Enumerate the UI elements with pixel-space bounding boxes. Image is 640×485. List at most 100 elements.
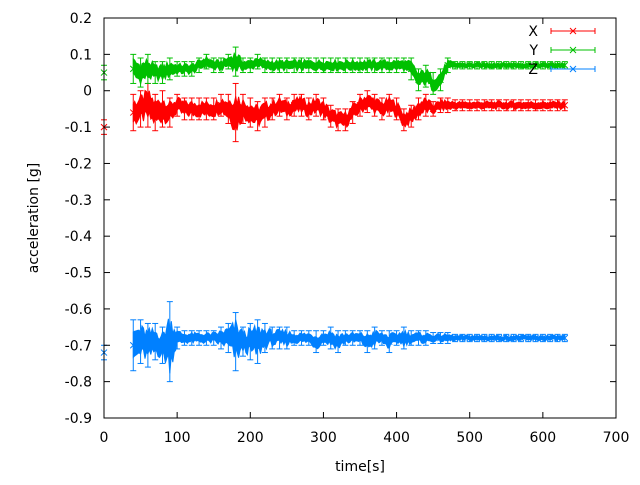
- legend-marker: [569, 27, 577, 35]
- error-bar: [393, 97, 400, 121]
- error-bar: [451, 333, 459, 343]
- data-point: [166, 338, 174, 345]
- error-bar: [181, 61, 188, 77]
- data-point: [210, 61, 218, 69]
- error-bar: [400, 57, 408, 74]
- data-point: [290, 61, 298, 69]
- data-point: [129, 65, 137, 73]
- data-point: [524, 61, 532, 69]
- error-bar: [312, 330, 320, 354]
- error-bar: [363, 57, 371, 74]
- error-bar: [173, 326, 181, 350]
- error-bar: [488, 333, 496, 343]
- error-bar: [415, 97, 422, 121]
- data-point: [517, 61, 525, 69]
- error-bar: [290, 93, 298, 117]
- data-point: [495, 61, 503, 69]
- error-bar: [385, 330, 393, 354]
- error-bar: [210, 57, 218, 74]
- data-point: [422, 72, 430, 80]
- y-tick-label: -0.6: [65, 302, 92, 318]
- data-point: [342, 116, 349, 124]
- data-point: [261, 61, 269, 69]
- error-bar: [488, 61, 496, 70]
- data-point: [371, 101, 378, 109]
- legend-marker: [569, 46, 577, 54]
- error-bar: [400, 108, 408, 132]
- data-point: [532, 61, 539, 69]
- error-bar: [561, 333, 569, 343]
- data-point: [268, 105, 276, 113]
- data-point: [181, 334, 188, 342]
- data-point: [224, 105, 232, 113]
- error-bar: [283, 326, 291, 350]
- data-point: [546, 101, 554, 109]
- data-point: [510, 61, 517, 69]
- data-point: [363, 61, 371, 69]
- error-bar: [254, 319, 261, 364]
- error-bar: [246, 57, 254, 74]
- data-point: [407, 334, 415, 342]
- error-bar: [378, 57, 386, 74]
- data-point: [466, 101, 474, 109]
- error-bar: [510, 333, 517, 343]
- series-Y: [100, 46, 569, 95]
- data-point: [385, 101, 393, 109]
- data-point: [254, 112, 261, 120]
- legend-marker: [569, 65, 577, 73]
- data-point: [334, 116, 342, 124]
- data-point: [232, 338, 240, 345]
- error-bar: [298, 330, 305, 346]
- data-point: [415, 334, 422, 342]
- data-point: [151, 338, 159, 345]
- data-point: [342, 61, 349, 69]
- data-point: [137, 69, 144, 76]
- data-point: [239, 61, 247, 69]
- data-point: [334, 61, 342, 69]
- error-bar: [203, 53, 210, 70]
- data-point: [400, 61, 408, 69]
- data-point: [480, 334, 488, 342]
- error-bar: [429, 72, 437, 95]
- data-point: [459, 334, 466, 342]
- x-tick-label: 100: [164, 430, 191, 446]
- y-tick-label: -0.2: [65, 156, 92, 172]
- error-bar: [517, 99, 525, 112]
- error-bar: [466, 99, 474, 112]
- error-bar: [473, 61, 481, 70]
- data-point: [524, 334, 532, 342]
- data-point: [378, 61, 386, 69]
- error-bar: [268, 97, 276, 121]
- data-point: [173, 334, 181, 342]
- data-point: [305, 334, 313, 342]
- error-bar: [195, 97, 203, 121]
- y-tick-label: -0.3: [65, 193, 92, 209]
- y-tick-label: -0.1: [65, 120, 92, 136]
- data-point: [283, 334, 291, 342]
- data-point: [349, 334, 357, 342]
- data-point: [371, 334, 378, 342]
- error-bar: [378, 97, 386, 121]
- error-bar: [524, 99, 532, 112]
- data-point: [217, 334, 225, 342]
- data-point: [451, 61, 459, 69]
- legend-swatch-Z: [550, 65, 596, 73]
- error-bar: [407, 104, 415, 128]
- error-bar: [342, 57, 349, 74]
- error-bar: [480, 333, 488, 343]
- error-bar: [173, 61, 181, 77]
- data-point: [517, 101, 525, 109]
- error-bar: [203, 330, 210, 346]
- data-point: [385, 338, 393, 345]
- error-bar: [517, 333, 525, 343]
- error-bar: [451, 99, 459, 112]
- x-tick-label: 700: [603, 430, 630, 446]
- data-point: [144, 101, 152, 109]
- x-tick-label: 300: [310, 430, 337, 446]
- data-point: [334, 338, 342, 345]
- data-point: [393, 105, 400, 113]
- data-point: [327, 61, 335, 69]
- error-bar: [334, 108, 342, 132]
- y-tick-label: 0.2: [70, 11, 92, 27]
